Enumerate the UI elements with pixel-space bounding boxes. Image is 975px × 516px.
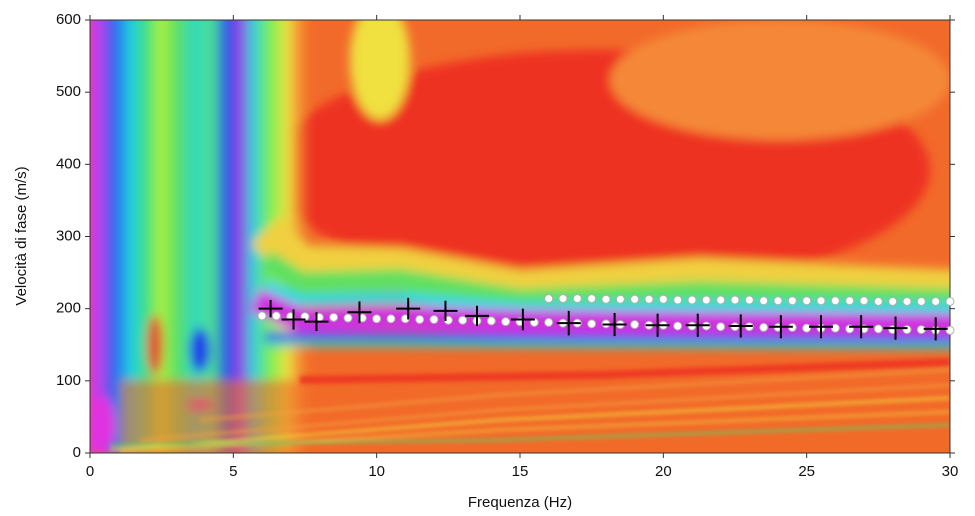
pick-point [744,295,754,305]
y-tick-label: 0 [73,444,81,461]
pick-point [329,312,339,322]
pick-point [701,295,711,305]
pick-point [787,296,797,306]
pick-point [673,321,683,331]
pick-point [630,294,640,304]
pick-point [845,296,855,306]
pick-point [644,294,654,304]
pick-point [873,324,883,334]
x-tick-label: 30 [942,463,959,480]
pick-point [558,294,568,304]
pick-point [673,295,683,305]
y-tick-label: 200 [56,300,81,317]
pick-point [415,314,425,324]
pick-point [601,294,611,304]
pick-point [916,296,926,306]
x-tick-label: 0 [86,463,94,480]
y-tick-label: 300 [56,227,81,244]
pick-point [587,294,597,304]
x-axis-label: Frequenza (Hz) [468,494,572,511]
pick-point [773,296,783,306]
pick-point [802,296,812,306]
pick-point [486,316,496,326]
pick-point [902,325,912,335]
pick-point [615,294,625,304]
y-axis-label: Velocità di fase (m/s) [13,166,30,305]
pick-point [572,294,582,304]
pick-point [386,314,396,324]
pick-point [859,296,869,306]
y-tick-label: 400 [56,155,81,172]
x-tick-label: 25 [798,463,815,480]
pick-point [587,319,597,329]
pick-point [730,295,740,305]
pick-point [830,323,840,333]
pick-point [888,296,898,306]
pick-point [271,311,281,321]
pick-point [458,315,468,325]
pick-point [759,296,769,306]
x-tick-label: 20 [655,463,672,480]
x-tick-label: 15 [512,463,529,480]
pick-point [687,295,697,305]
y-tick-label: 500 [56,83,81,100]
pick-point [658,294,668,304]
pick-point [931,296,941,306]
pick-point [873,296,883,306]
pick-point [544,294,554,304]
pick-point [501,317,511,327]
pick-point [945,325,955,335]
y-tick-label: 600 [56,11,81,28]
pick-point [830,296,840,306]
pick-point [902,296,912,306]
pick-point [630,320,640,330]
pick-point [945,296,955,306]
pick-point [544,317,554,327]
pick-point [716,295,726,305]
pick-point [257,311,267,321]
pick-point [716,322,726,332]
pick-point [816,296,826,306]
pick-point [802,323,812,333]
pick-point [372,314,382,324]
x-tick-label: 5 [229,463,237,480]
pick-point [429,314,439,324]
y-tick-label: 100 [56,372,81,389]
pick-point [759,322,769,332]
x-tick-label: 10 [368,463,385,480]
dispersion-image [90,20,950,453]
pick-point [343,313,353,323]
